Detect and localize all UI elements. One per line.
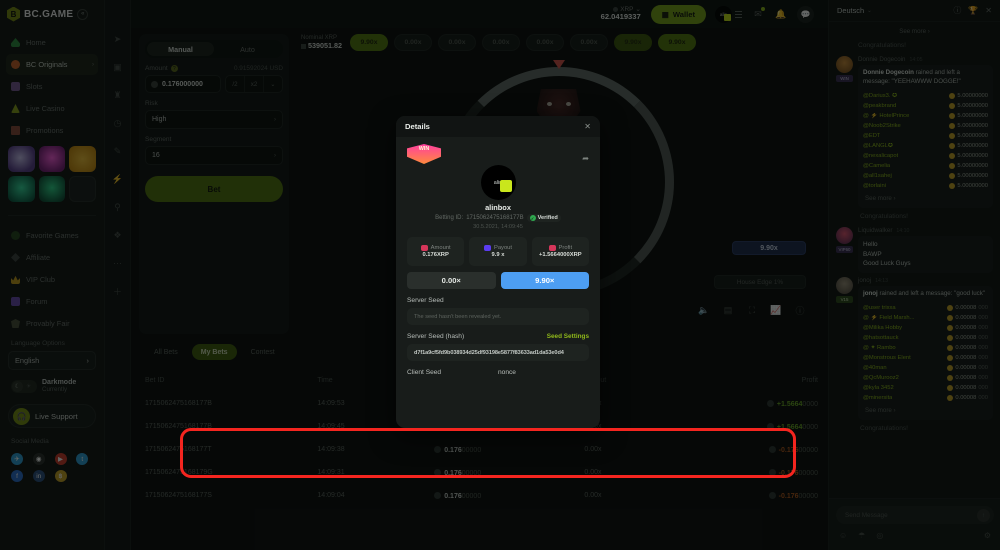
modal-username: alinbox	[485, 203, 511, 212]
status-badge: ✓ Verified	[526, 214, 561, 222]
close-icon[interactable]: ✕	[584, 122, 591, 131]
nonce-label: nonce	[498, 369, 516, 376]
result-bar-left: 0.00×	[407, 272, 496, 289]
modal-body: WIN ➦ alin alinbox Betting ID: 171506247…	[396, 137, 600, 376]
modal-date: 30.5.2021, 14:09:45	[473, 224, 523, 230]
server-seed-hash-value[interactable]: d7f1a9cf5fd9b038934d25df93198e5877f83633…	[407, 344, 589, 361]
avatar: alin	[480, 165, 516, 200]
payout-icon	[483, 245, 491, 251]
bet-details-modal: Details ✕ WIN ➦ alin alinbox Betting ID:…	[396, 116, 600, 428]
modal-stats: Amount 0.176XRP Payout 9.9 x Profit +1.5…	[407, 237, 589, 266]
modal-header: Details ✕	[396, 116, 600, 137]
client-seed-label: Client Seed	[407, 369, 442, 376]
avatar-name: alin	[493, 179, 503, 186]
server-seed-hash-row: Server Seed (hash) Seed Settings	[407, 333, 589, 340]
stat-profit: Profit +1.5664000XRP	[531, 237, 589, 266]
server-seed-label: Server Seed	[407, 297, 444, 304]
stat-payout: Payout 9.9 x	[469, 237, 527, 266]
modal-betting-id: Betting ID: 1715062475168177B ✓ Verified	[407, 214, 589, 222]
stat-value: +1.5664000XRP	[538, 252, 582, 258]
modal-title: Details	[405, 122, 430, 131]
stat-amount: Amount 0.176XRP	[407, 237, 465, 266]
client-seed-nonce-labels: Client Seed nonce	[407, 369, 589, 376]
profit-icon	[548, 245, 556, 251]
avatar-badge-icon	[499, 180, 512, 192]
share-icon[interactable]: ➦	[582, 154, 589, 163]
amount-icon	[420, 245, 428, 251]
stat-value: 0.176XRP	[422, 252, 449, 258]
result-bar-right: 9.90×	[500, 272, 589, 289]
server-seed-value: The seed hasn't been revealed yet.	[407, 308, 589, 325]
win-badge: WIN	[407, 144, 441, 164]
modal-result-bars: 0.00× 9.90×	[407, 272, 589, 289]
check-icon: ✓	[529, 215, 536, 221]
stat-value: 9.9 x	[491, 252, 505, 258]
seed-settings-link[interactable]: Seed Settings	[546, 333, 589, 340]
server-seed-hash-label: Server Seed (hash)	[407, 333, 465, 340]
